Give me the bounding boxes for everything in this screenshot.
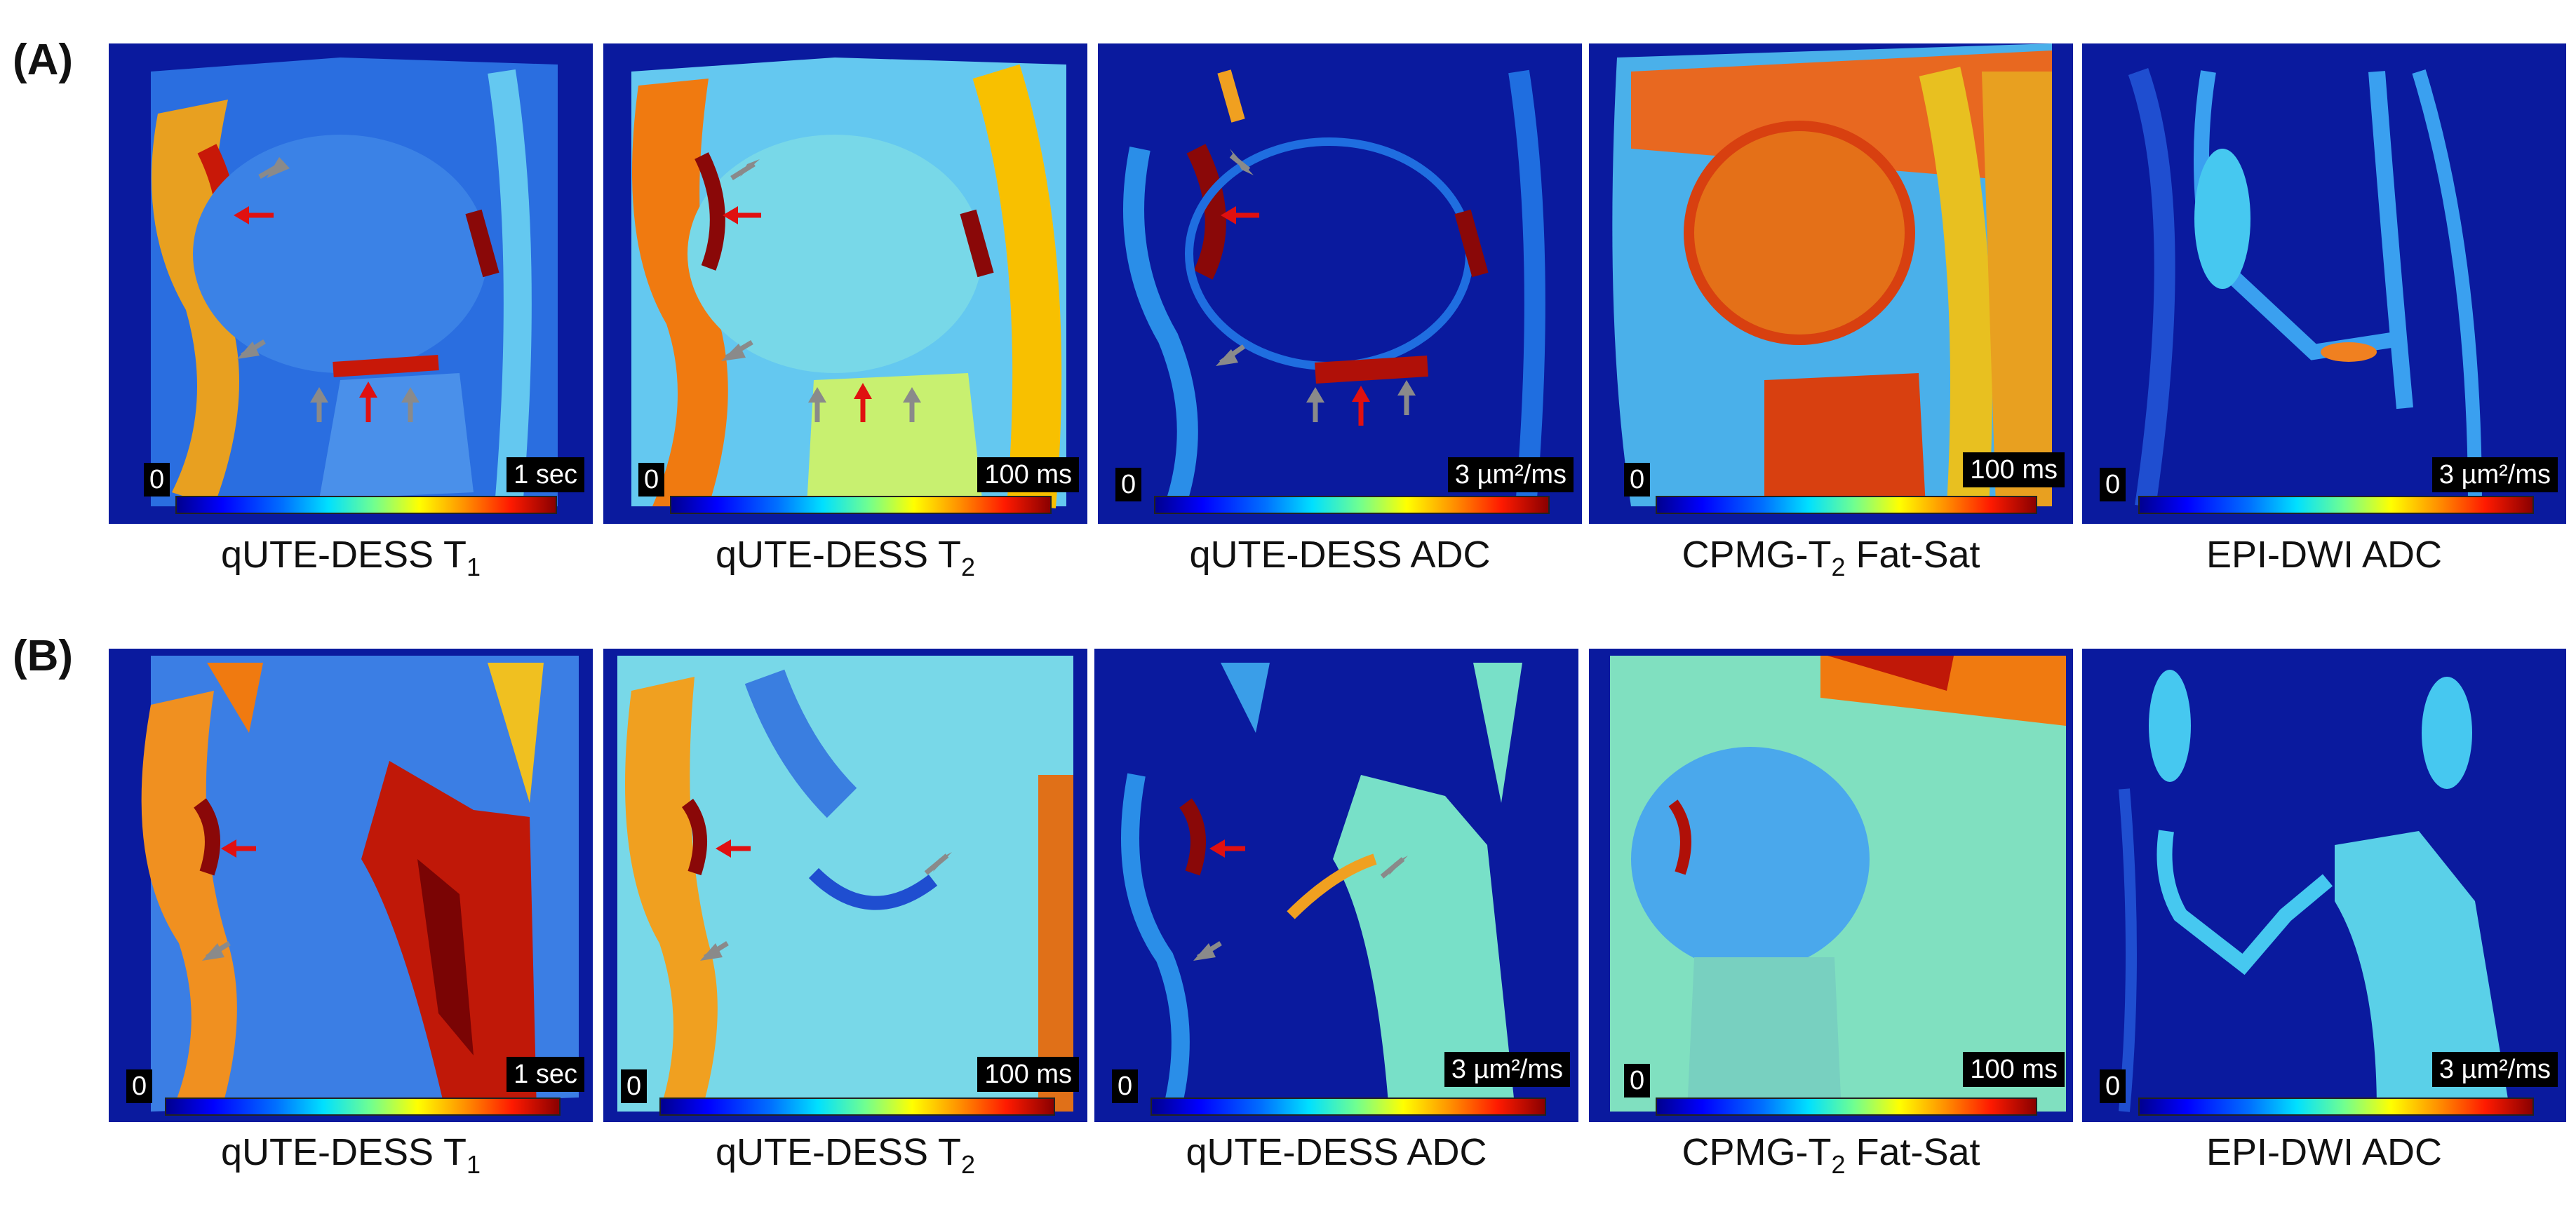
colorbar [2138,496,2534,514]
red-arrow-icon [221,839,256,858]
caption-cpmg-t2: CPMG-T2 Fat-Sat [1682,1131,1980,1179]
colorbar-min-label: 0 [1624,463,1651,497]
panel-b-epi-dwi-adc: 0 3 µm²/ms [2082,649,2566,1122]
gray-arrow-icon [1380,856,1408,879]
colorbar-max-label: 1 sec [507,457,584,492]
colorbar-min-label: 0 [2100,468,2126,501]
annotation-arrows [1216,149,1416,426]
colorbar-min-label: 0 [126,1069,153,1103]
colorbar-max-label: 100 ms [977,457,1079,492]
panel-a-qute-adc: 0 3 µm²/ms [1098,43,1582,524]
red-arrow-icon [723,206,761,224]
colorbar [1151,1097,1546,1116]
caption-qute-adc: qUTE-DESS ADC [1186,1131,1487,1173]
colorbar [1656,1097,2037,1116]
red-arrow-icon [716,839,751,858]
annotation-arrows [700,839,952,961]
red-arrow-icon [1221,206,1259,224]
red-arrow-icon [234,206,274,224]
colorbar [670,496,1052,514]
knee-mri-image [1589,649,2073,1122]
knee-mri-image [1098,43,1582,524]
panel-a-qute-t1: 0 1 sec [109,43,593,524]
gray-arrow-icon [1216,344,1246,366]
gray-arrow-icon [924,852,952,875]
knee-mri-image [2082,649,2566,1122]
knee-mri-image [109,649,593,1122]
annotation-arrows [234,157,420,422]
panel-b-qute-t2: 0 100 ms [603,649,1087,1122]
annotation-arrows [1193,839,1408,961]
panel-a-qute-t2: 0 100 ms [603,43,1087,524]
gray-arrow-icon [808,387,826,422]
gray-arrow-icon [258,157,290,180]
colorbar-min-label: 0 [144,463,170,497]
caption-epi-dwi-adc: EPI-DWI ADC [2206,534,2443,576]
colorbar-min-label: 0 [1115,468,1142,501]
caption-qute-t1: qUTE-DESS T1 [220,534,481,581]
caption-qute-adc: qUTE-DESS ADC [1189,534,1491,576]
panel-a-cpmg-t2: 0 100 ms [1589,43,2073,524]
panel-b-qute-t1: 0 1 sec [109,649,593,1122]
panel-b-cpmg-t2: 0 100 ms [1589,649,2073,1122]
red-arrow-icon [1209,839,1245,858]
colorbar-min-label: 0 [621,1069,648,1103]
knee-mri-image [603,649,1087,1122]
colorbar [1656,496,2037,514]
panel-a-epi-dwi-adc: 0 3 µm²/ms [2082,43,2566,524]
colorbar-min-label: 0 [1112,1069,1139,1103]
gray-arrow-icon [310,387,328,422]
annotation-arrows [202,839,256,961]
colorbar-min-label: 0 [638,463,665,497]
colorbar-max-label: 100 ms [1963,452,2065,487]
panel-b-qute-adc: 0 3 µm²/ms [1094,649,1578,1122]
gray-arrow-icon [202,941,231,961]
colorbar-max-label: 3 µm²/ms [1447,457,1574,492]
knee-mri-image [1094,649,1578,1122]
gray-arrow-icon [721,339,753,361]
row-label-b: (B) [13,632,74,680]
gray-arrow-icon [1229,149,1254,175]
colorbar [2138,1097,2534,1116]
caption-qute-t2: qUTE-DESS T2 [715,1131,976,1179]
colorbar-max-label: 100 ms [1963,1052,2065,1087]
row-label-a: (A) [13,36,74,84]
colorbar [165,1097,561,1116]
caption-cpmg-t2: CPMG-T2 Fat-Sat [1682,534,1980,581]
knee-mri-image [603,43,1087,524]
caption-qute-t2: qUTE-DESS T2 [715,534,976,581]
knee-mri-image [2082,43,2566,524]
colorbar-max-label: 3 µm²/ms [2431,457,2558,492]
knee-mri-image [1589,43,2073,524]
gray-arrow-icon [1193,941,1222,961]
colorbar [1154,496,1550,514]
gray-arrow-icon [903,387,921,422]
colorbar-max-label: 100 ms [977,1057,1079,1092]
gray-arrow-icon [237,339,266,359]
gray-arrow-icon [730,159,760,180]
annotation-arrows [721,159,921,422]
colorbar-max-label: 3 µm²/ms [1444,1052,1570,1087]
colorbar-max-label: 3 µm²/ms [2431,1052,2558,1087]
red-arrow-icon [1352,386,1370,426]
colorbar [659,1097,1055,1116]
gray-arrow-icon [1306,387,1324,422]
red-arrow-icon [854,383,872,422]
red-arrow-icon [359,381,377,422]
gray-arrow-icon [700,941,729,961]
caption-epi-dwi-adc: EPI-DWI ADC [2206,1131,2443,1173]
colorbar [175,496,557,514]
gray-arrow-icon [1397,380,1416,415]
caption-qute-t1: qUTE-DESS T1 [220,1131,481,1179]
colorbar-max-label: 1 sec [507,1057,584,1092]
colorbar-min-label: 0 [1624,1064,1651,1097]
colorbar-min-label: 0 [2100,1069,2126,1103]
gray-arrow-icon [401,387,420,422]
knee-mri-image [109,43,593,524]
